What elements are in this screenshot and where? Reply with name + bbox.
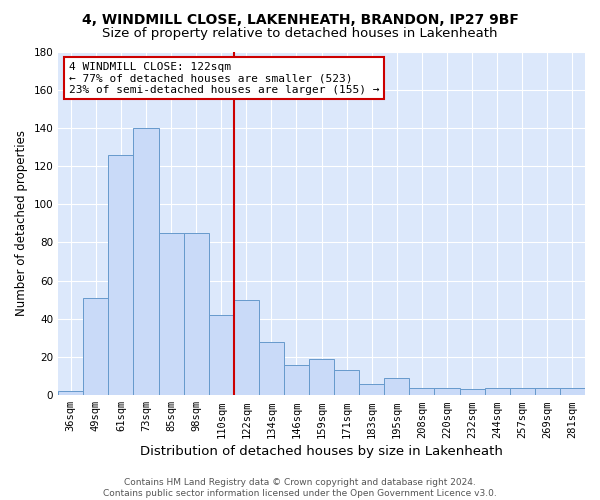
Bar xyxy=(385,378,409,395)
Text: 4 WINDMILL CLOSE: 122sqm
← 77% of detached houses are smaller (523)
23% of semi-: 4 WINDMILL CLOSE: 122sqm ← 77% of detach… xyxy=(69,62,379,95)
Y-axis label: Number of detached properties: Number of detached properties xyxy=(15,130,28,316)
Bar xyxy=(359,384,385,395)
Bar xyxy=(58,392,83,395)
Bar xyxy=(83,298,109,395)
Bar xyxy=(334,370,359,395)
Bar xyxy=(259,342,284,395)
Bar xyxy=(460,390,485,395)
Bar xyxy=(510,388,535,395)
Bar xyxy=(409,388,434,395)
Bar xyxy=(184,233,209,395)
Bar xyxy=(434,388,460,395)
Bar xyxy=(560,388,585,395)
X-axis label: Distribution of detached houses by size in Lakenheath: Distribution of detached houses by size … xyxy=(140,444,503,458)
Bar xyxy=(158,233,184,395)
Bar xyxy=(133,128,158,395)
Bar xyxy=(284,364,309,395)
Text: 4, WINDMILL CLOSE, LAKENHEATH, BRANDON, IP27 9BF: 4, WINDMILL CLOSE, LAKENHEATH, BRANDON, … xyxy=(82,12,518,26)
Bar xyxy=(535,388,560,395)
Bar xyxy=(485,388,510,395)
Bar xyxy=(234,300,259,395)
Bar xyxy=(209,315,234,395)
Bar xyxy=(309,359,334,395)
Text: Size of property relative to detached houses in Lakenheath: Size of property relative to detached ho… xyxy=(102,28,498,40)
Bar xyxy=(109,154,133,395)
Text: Contains HM Land Registry data © Crown copyright and database right 2024.
Contai: Contains HM Land Registry data © Crown c… xyxy=(103,478,497,498)
